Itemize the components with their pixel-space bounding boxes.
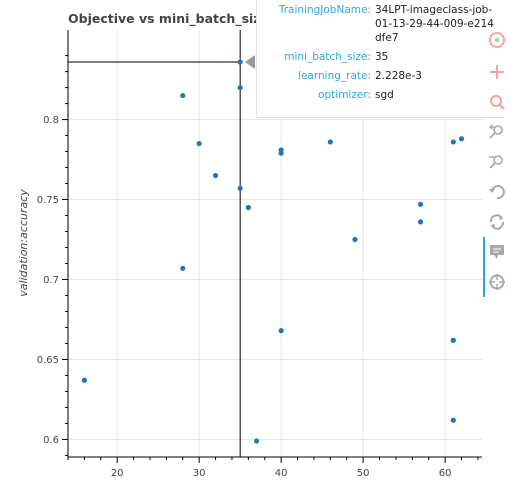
y-axis-label: validation:accuracy	[17, 189, 30, 297]
pan-icon[interactable]	[485, 60, 509, 84]
data-point[interactable]	[458, 136, 465, 142]
data-point[interactable]	[417, 201, 424, 207]
data-point[interactable]	[450, 337, 456, 343]
tooltip-row-optimizer: optimizer: sgd	[257, 88, 498, 102]
data-point[interactable]	[352, 236, 358, 243]
data-point[interactable]	[278, 328, 284, 334]
data-point[interactable]	[212, 172, 219, 179]
chart-title: Objective vs mini_batch_size	[68, 11, 269, 27]
data-point[interactable]	[278, 150, 284, 156]
hover-tooltip: TrainingJobName: 34LPT-imageclass-job-01…	[245, 0, 504, 118]
tooltip-value: 2.228e-3	[375, 70, 422, 82]
y-tick-label: 0.65	[37, 355, 59, 366]
data-point[interactable]	[180, 92, 186, 99]
data-point[interactable]	[245, 204, 251, 211]
active-tool-indicator	[483, 237, 485, 297]
tooltip-row-job-name: TrainingJobName: 34LPT-imageclass-job-01…	[257, 3, 498, 45]
reset-icon[interactable]	[485, 210, 509, 234]
chart-toolbar	[483, 26, 511, 316]
crosshair-icon[interactable]	[485, 270, 509, 294]
tooltip-key: TrainingJobName:	[278, 4, 371, 16]
x-tick-label: 40	[275, 468, 288, 479]
data-points[interactable]	[81, 59, 465, 444]
x-tick-label: 60	[439, 468, 452, 479]
tooltip-pointer	[245, 54, 256, 69]
zoom-in-icon[interactable]	[485, 120, 509, 144]
data-point[interactable]	[450, 139, 456, 145]
bokeh-logo-icon[interactable]	[485, 28, 509, 52]
x-gridlines	[116, 30, 446, 457]
data-point[interactable]	[237, 84, 243, 91]
tooltip-key: learning_rate:	[298, 70, 371, 82]
x-tick-label: 30	[193, 468, 206, 479]
data-point[interactable]	[450, 417, 456, 423]
box-zoom-icon[interactable]	[485, 90, 509, 114]
hover-crosshair	[68, 30, 241, 457]
tooltip-key: optimizer:	[318, 89, 371, 101]
y-gridlines	[68, 119, 482, 440]
data-point[interactable]	[180, 265, 186, 271]
zoom-out-icon[interactable]	[485, 150, 509, 174]
tooltip-value: sgd	[375, 89, 394, 101]
x-tick-label: 20	[111, 468, 124, 479]
y-tick-label: 0.6	[43, 435, 59, 446]
data-point[interactable]	[237, 59, 243, 65]
tooltip-key: mini_batch_size:	[284, 51, 371, 63]
tooltip-value: 35	[375, 51, 389, 63]
x-tick-label: 50	[357, 468, 370, 479]
data-point[interactable]	[196, 140, 202, 147]
data-point[interactable]	[253, 438, 260, 444]
data-point[interactable]	[327, 139, 333, 145]
undo-icon[interactable]	[485, 180, 509, 204]
data-point[interactable]	[417, 219, 424, 225]
y-tick-label: 0.75	[37, 195, 59, 206]
y-axis-ticks: 0.6 0.65 0.7 0.75 0.8	[37, 55, 68, 456]
hover-icon[interactable]	[485, 240, 509, 264]
y-tick-label: 0.8	[43, 115, 59, 126]
y-tick-label: 0.7	[43, 275, 59, 286]
tooltip-row-mini-batch-size: mini_batch_size: 35	[257, 50, 498, 64]
tooltip-row-learning-rate: learning_rate: 2.228e-3	[257, 69, 498, 83]
data-point[interactable]	[81, 377, 87, 383]
tooltip-value: 34LPT-imageclass-job-01-13-29-44-009-e21…	[375, 4, 494, 44]
x-axis-ticks: 20 30 40 50 60	[67, 457, 479, 479]
data-point[interactable]	[237, 185, 243, 191]
